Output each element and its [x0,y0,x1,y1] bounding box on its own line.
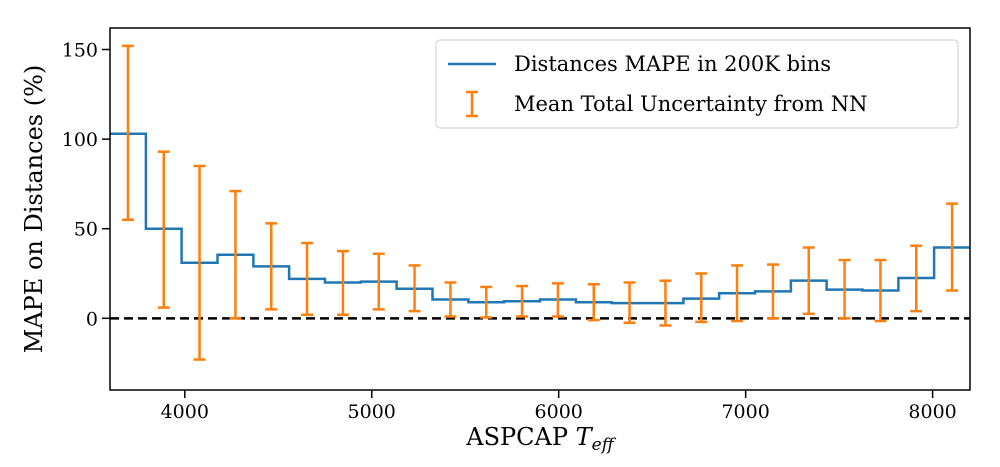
x-tick-label: 7000 [721,401,769,423]
x-tick-label: 8000 [908,401,956,423]
error-bar [802,246,815,316]
error-bar [731,264,744,323]
legend-label: Distances MAPE in 200K bins [514,52,831,76]
error-bar [695,272,708,324]
error-bar [480,285,493,319]
error-bar [946,202,959,292]
error-bar [229,189,242,320]
error-bar [301,241,314,316]
y-tick-label: 100 [62,129,98,151]
error-bar [157,150,170,309]
error-bar [838,258,851,320]
error-bar [516,284,529,318]
y-tick-label: 0 [86,308,98,330]
error-bar [193,164,206,361]
error-bar [444,281,457,318]
error-bar [372,252,385,311]
plot-frame [109,27,971,391]
error-bar [336,249,349,316]
error-bar [551,282,564,318]
y-tick-label: 50 [74,219,98,241]
error-bar [121,44,134,222]
y-tick-label: 150 [62,40,98,62]
x-tick-label: 4000 [161,401,209,423]
legend-box [435,39,959,129]
legend-label: Mean Total Uncertainty from NN [514,92,867,116]
error-bar [910,244,923,313]
error-bar [587,283,600,322]
y-axis-label: MAPE on Distances (%) [20,65,48,354]
x-tick-label: 5000 [348,401,396,423]
x-tick-label: 6000 [535,401,583,423]
error-bar [623,281,636,325]
error-bar [659,279,672,327]
error-bar [766,263,779,320]
error-bar [265,222,278,311]
step-line [110,132,970,305]
error-bar [408,264,421,313]
error-bar [874,258,887,323]
x-axis-label: ASPCAP Teff [465,423,616,455]
